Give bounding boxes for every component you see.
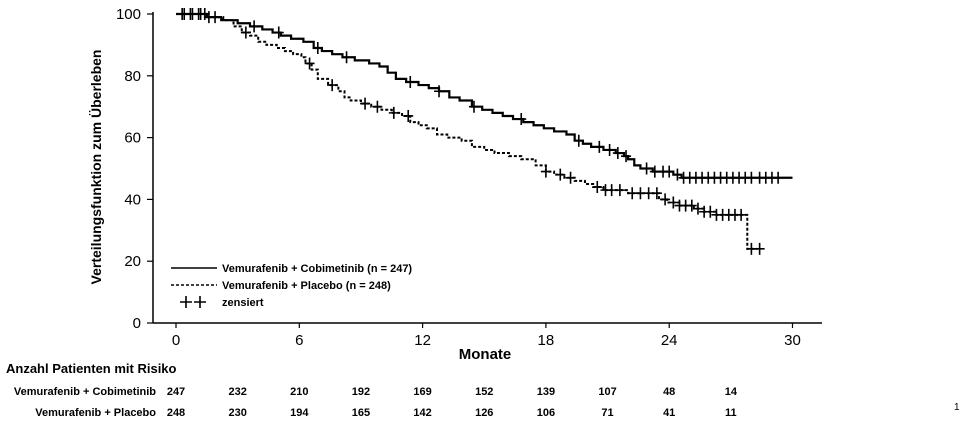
risk-cell: 126 <box>475 407 494 419</box>
censor-mark <box>405 75 416 88</box>
series-line-cobimetinib <box>176 12 793 179</box>
x-tick-label: 24 <box>661 332 678 349</box>
risk-cell: 107 <box>598 386 617 398</box>
censor-mark <box>692 202 703 215</box>
risk-cell: 192 <box>351 386 371 398</box>
censor-mark <box>249 20 260 33</box>
x-tick-label: 6 <box>295 332 303 349</box>
censor-mark <box>573 134 584 147</box>
series-line-placebo <box>176 13 758 250</box>
censor-mark <box>604 143 615 156</box>
y-tick-label: 80 <box>124 68 141 85</box>
censor-mark <box>705 205 716 218</box>
censor-mark <box>372 100 383 113</box>
censor-mark <box>273 26 284 39</box>
censor-mark <box>614 184 625 197</box>
risk-cell: 106 <box>536 407 556 419</box>
censor-mark <box>540 165 551 178</box>
x-axis-label: Monate <box>459 346 512 363</box>
censor-mark <box>641 162 652 175</box>
y-axis-label: Verteilungsfunktion zum Überleben <box>88 50 104 285</box>
risk-row-label: Vemurafenib + Cobimetinib <box>13 386 156 398</box>
risk-cell: 142 <box>413 407 432 419</box>
legend-label: Vemurafenib + Cobimetinib (n = 247) <box>222 263 412 275</box>
legend-censor-icon <box>194 296 206 308</box>
risk-cell: 230 <box>228 407 247 419</box>
legend-label: Vemurafenib + Placebo (n = 248) <box>222 280 391 292</box>
risk-cell: 71 <box>601 407 614 419</box>
censor-mark <box>621 150 632 163</box>
censor-mark <box>668 196 679 209</box>
censor-mark <box>199 8 210 20</box>
risk-table-title: Anzahl Patienten mit Risiko <box>6 361 177 376</box>
censor-mark <box>240 26 251 39</box>
axes: 0 6 12 18 24 30 0 20 40 60 80 100 Monate Verteilungsf… <box>88 6 822 363</box>
censor-mark <box>754 242 765 255</box>
censor-mark <box>388 106 399 119</box>
risk-cell: 210 <box>290 386 309 398</box>
censor-mark <box>773 171 784 184</box>
legend: Vemurafenib + Cobimetinib (n = 247) Vemur… <box>171 263 412 309</box>
legend-label: zensiert <box>222 297 264 309</box>
risk-cell: 152 <box>475 386 494 398</box>
censor-mark <box>594 140 605 153</box>
risk-cell: 165 <box>351 407 371 419</box>
risk-cell: 248 <box>166 407 186 419</box>
censor-mark <box>565 171 576 184</box>
censor-mark <box>651 187 662 200</box>
risk-cell: 139 <box>536 386 556 398</box>
censor-mark <box>660 193 671 206</box>
risk-row-label: Vemurafenib + Placebo <box>35 407 156 419</box>
risk-cell: 48 <box>663 386 676 398</box>
y-tick-label: 20 <box>124 253 141 270</box>
risk-cell: 232 <box>228 386 247 398</box>
risk-cell: 194 <box>290 407 309 419</box>
risk-cell: 14 <box>724 386 737 398</box>
x-tick-label: 0 <box>172 332 180 349</box>
censor-mark <box>664 165 675 178</box>
risk-cell: 247 <box>166 386 186 398</box>
page-number: 1 <box>954 402 960 413</box>
censor-mark <box>360 97 371 110</box>
x-tick-label: 18 <box>538 332 555 349</box>
censor-mark <box>341 51 352 64</box>
y-tick-label: 60 <box>124 130 141 147</box>
y-tick-label: 40 <box>124 191 141 208</box>
censor-mark <box>434 85 445 98</box>
x-tick-label: 12 <box>414 332 431 349</box>
censor-mark <box>516 113 527 126</box>
censor-mark <box>327 79 338 92</box>
series-layer <box>176 12 793 250</box>
censor-mark <box>686 199 697 212</box>
censor-mark <box>312 41 323 54</box>
censor-mark <box>672 168 683 181</box>
risk-cell: 169 <box>413 386 432 398</box>
censor-mark <box>555 168 566 181</box>
censor-mark <box>736 208 747 221</box>
y-tick-label: 100 <box>116 6 141 23</box>
x-tick-label: 30 <box>784 332 801 349</box>
risk-cell: 41 <box>663 407 676 419</box>
censor-mark <box>210 11 221 24</box>
censor-mark <box>612 147 623 160</box>
y-tick-label: 0 <box>133 315 141 332</box>
censor-mark <box>468 100 479 113</box>
censor-mark <box>403 109 414 122</box>
legend-censor-icon <box>180 296 192 308</box>
censor-mark <box>304 57 315 70</box>
risk-cell: 11 <box>725 407 737 419</box>
censor-layer <box>177 8 784 255</box>
censor-mark <box>592 181 603 194</box>
